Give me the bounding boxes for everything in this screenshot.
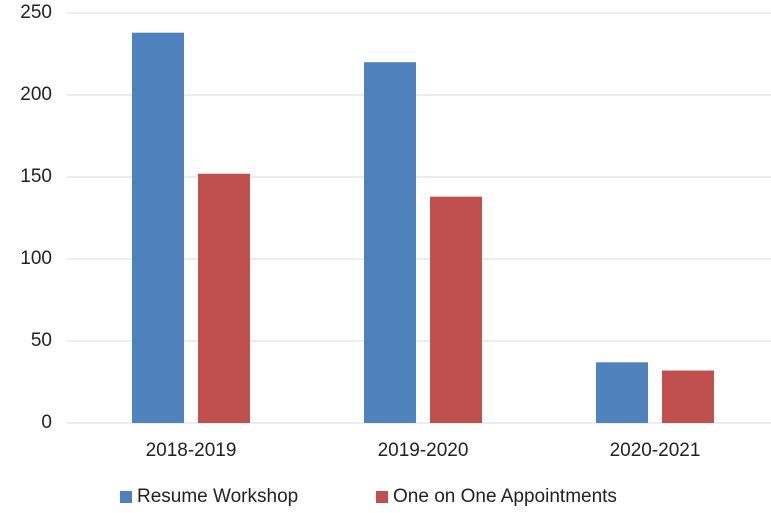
y-tick-label: 250: [20, 2, 52, 23]
bar: [198, 173, 250, 423]
legend-swatch: [376, 491, 388, 503]
legend-swatch: [120, 491, 132, 503]
legend-label: One on One Appointments: [393, 486, 617, 507]
x-tick-label: 2019-2020: [378, 440, 469, 461]
y-tick-label: 150: [20, 166, 52, 187]
x-tick-label: 2018-2019: [146, 440, 237, 461]
bar: [662, 370, 714, 423]
bar: [430, 196, 482, 423]
bar: [596, 362, 648, 423]
y-tick-label: 200: [20, 84, 52, 105]
bar: [364, 62, 416, 423]
y-tick-label: 0: [41, 412, 52, 433]
x-tick-label: 2020-2021: [610, 440, 701, 461]
bar: [132, 32, 184, 424]
y-tick-label: 50: [31, 330, 52, 351]
y-tick-label: 100: [20, 248, 52, 269]
legend-label: Resume Workshop: [137, 486, 298, 507]
